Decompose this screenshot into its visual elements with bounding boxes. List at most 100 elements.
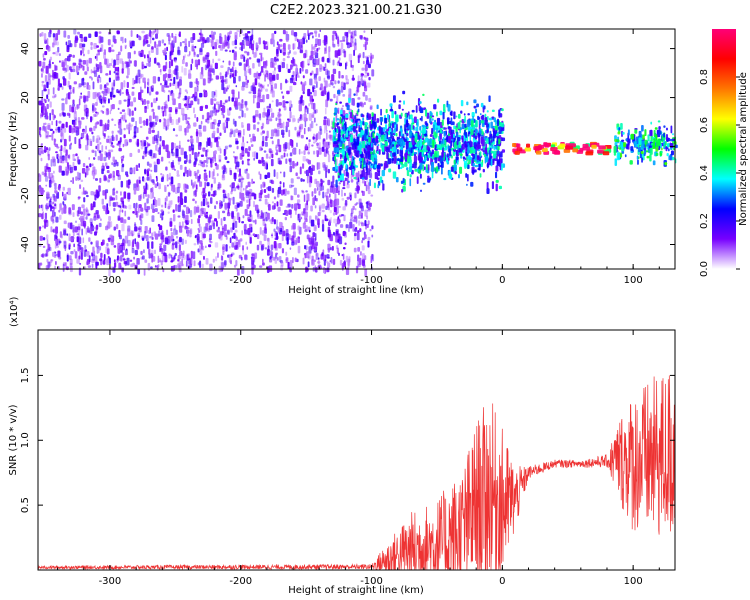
heatmap-cell: [453, 111, 456, 120]
heatmap-cell: [71, 106, 75, 113]
heatmap-cell: [246, 199, 249, 204]
heatmap-cell: [463, 113, 466, 116]
heatmap-cell: [144, 81, 147, 89]
heatmap-cell: [346, 196, 350, 200]
heatmap-cell: [231, 40, 235, 46]
heatmap-cell: [67, 55, 71, 62]
heatmap-cell: [68, 255, 72, 260]
heatmap-cell: [209, 65, 213, 73]
heatmap-cell: [313, 117, 316, 123]
heatmap-cell: [86, 230, 91, 233]
heatmap-cell: [425, 169, 428, 173]
heatmap-cell: [66, 233, 69, 236]
heatmap-cell: [466, 119, 470, 128]
heatmap-cell: [453, 125, 456, 130]
heatmap-cell: [252, 220, 256, 223]
heatmap-cell: [396, 123, 398, 132]
heatmap-cell: [281, 91, 283, 94]
heatmap-cell: [91, 258, 95, 263]
heatmap-cell: [249, 68, 252, 75]
heatmap-cell: [378, 133, 381, 139]
heatmap-cell: [133, 79, 136, 85]
heatmap-cell: [404, 162, 408, 167]
heatmap-cell: [39, 33, 42, 37]
heatmap-cell: [367, 240, 370, 248]
heatmap-cell: [238, 62, 242, 66]
heatmap-cell: [83, 197, 86, 203]
heatmap-cell: [293, 51, 297, 55]
heatmap-cell: [444, 139, 447, 148]
heatmap-cell: [335, 223, 338, 227]
heatmap-cell: [339, 153, 342, 160]
heatmap-cell: [433, 104, 437, 110]
heatmap-cell: [127, 228, 131, 237]
heatmap-cell: [368, 161, 372, 164]
heatmap-cell: [104, 88, 108, 96]
heatmap-cell: [168, 34, 170, 42]
heatmap-cell: [350, 41, 354, 47]
heatmap-cell: [332, 144, 336, 148]
heatmap-cell: [163, 245, 167, 249]
heatmap-cell: [408, 156, 412, 163]
heatmap-cell: [334, 122, 336, 129]
heatmap-cell: [367, 82, 371, 88]
heatmap-cell: [146, 161, 150, 166]
heatmap-cell: [314, 243, 318, 251]
heatmap-cell: [148, 62, 151, 67]
heatmap-cell: [117, 215, 121, 221]
heatmap-cell: [484, 113, 487, 118]
heatmap-cell: [370, 124, 374, 129]
heatmap-cell: [382, 183, 385, 191]
heatmap-cell: [244, 208, 248, 216]
heatmap-cell: [347, 261, 350, 269]
heatmap-cell: [257, 95, 260, 103]
heatmap-cell: [136, 138, 140, 146]
heatmap-cell: [305, 39, 308, 43]
heatmap-cell: [96, 214, 100, 219]
heatmap-cell: [123, 80, 126, 88]
heatmap-cell: [419, 149, 424, 153]
heatmap-cell: [331, 245, 334, 251]
heatmap-cell: [253, 72, 258, 78]
heatmap-cell: [236, 185, 240, 189]
heatmap-cell: [40, 157, 43, 162]
heatmap-cell: [337, 38, 340, 47]
heatmap-cell: [274, 67, 276, 71]
heatmap-cell: [59, 113, 62, 117]
heatmap-cell: [361, 259, 366, 266]
heatmap-cell: [65, 64, 69, 72]
heatmap-cell: [56, 153, 60, 158]
heatmap-cell: [202, 233, 206, 239]
heatmap-cell: [337, 60, 340, 64]
heatmap-cell: [253, 52, 257, 58]
heatmap-cell: [302, 163, 305, 169]
heatmap-cell: [332, 85, 336, 89]
heatmap-cell: [198, 181, 203, 187]
heatmap-cell: [311, 144, 314, 147]
heatmap-cell: [277, 157, 281, 165]
heatmap-cell: [77, 31, 80, 35]
heatmap-cell: [217, 58, 221, 61]
heatmap-cell: [347, 130, 350, 136]
heatmap-cell: [82, 59, 87, 65]
heatmap-cell: [144, 169, 147, 175]
heatmap-cell: [431, 127, 434, 135]
heatmap-cell: [223, 224, 227, 232]
heatmap-cell: [181, 209, 185, 216]
heatmap-cell: [169, 82, 172, 87]
heatmap-cell: [265, 45, 269, 50]
heatmap-cell: [96, 111, 99, 115]
heatmap-cell: [53, 196, 57, 203]
heatmap-cell: [120, 82, 124, 90]
heatmap-cell: [309, 123, 312, 132]
heatmap-cell: [205, 211, 209, 214]
heatmap-cell: [77, 196, 81, 199]
heatmap-cell: [86, 194, 89, 198]
heatmap-cell: [262, 160, 266, 164]
heatmap-cell: [134, 249, 138, 256]
heatmap-cell: [223, 216, 226, 222]
heatmap-cell: [183, 183, 187, 190]
heatmap-cell: [144, 193, 148, 197]
heatmap-cell: [264, 223, 267, 231]
